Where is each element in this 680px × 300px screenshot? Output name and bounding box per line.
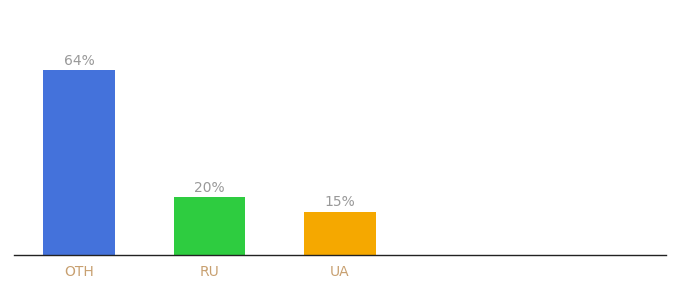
Text: 64%: 64%	[63, 54, 95, 68]
Bar	[43, 70, 115, 255]
Text: 15%: 15%	[324, 195, 356, 209]
Text: 20%: 20%	[194, 181, 225, 195]
Bar	[304, 212, 376, 255]
Bar	[173, 197, 245, 255]
